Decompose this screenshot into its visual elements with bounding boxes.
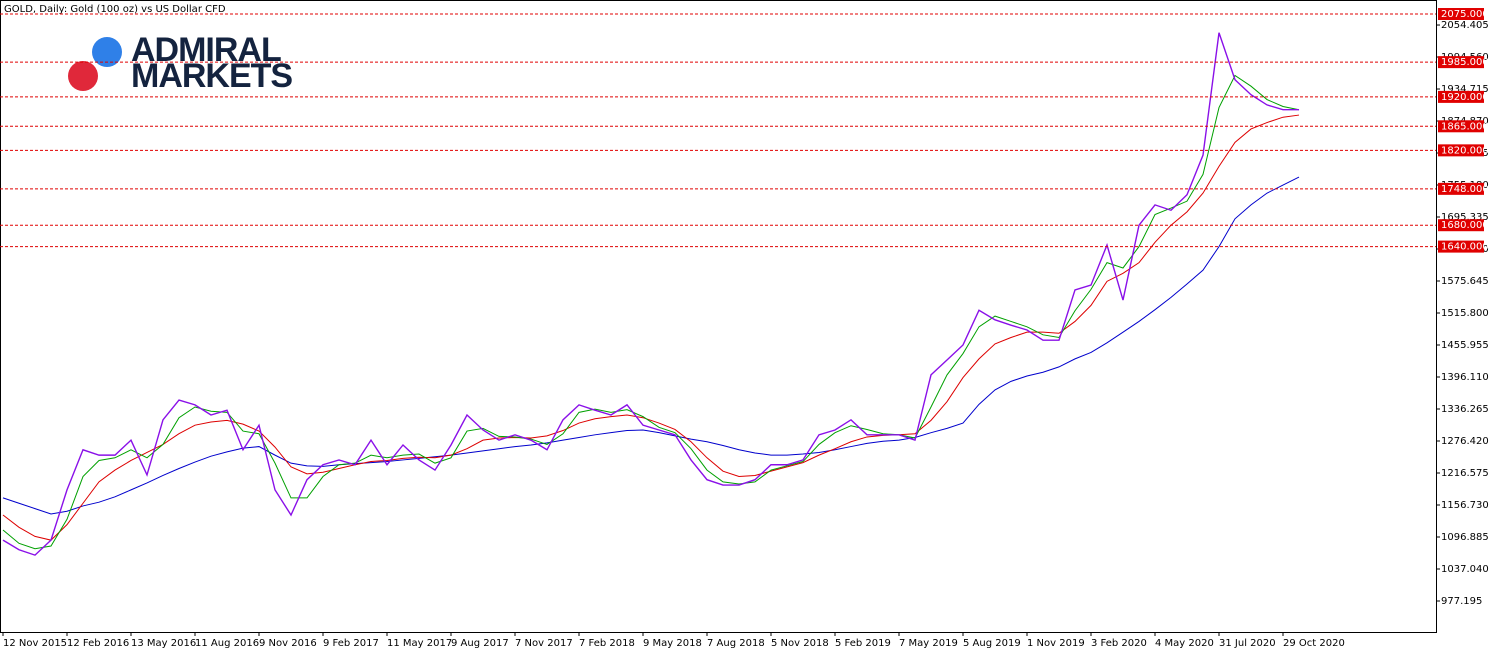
x-tick-label: 9 May 2018 (643, 638, 702, 649)
x-tick-label: 5 Feb 2019 (835, 638, 891, 649)
price-line (2, 176, 1300, 515)
x-tick-label: 4 May 2020 (1155, 638, 1214, 649)
y-tick-label: 1156.730 (1441, 500, 1489, 511)
level-label-box (1438, 90, 1484, 103)
x-tick-label: 29 Oct 2020 (1283, 638, 1345, 649)
x-tick-label: 9 Feb 2017 (323, 638, 379, 649)
level-label: 1748.000 (1441, 184, 1489, 195)
level-label-box (1438, 8, 1484, 21)
level-label-box (1438, 219, 1484, 232)
x-tick-label: 12 Nov 2015 (3, 638, 67, 649)
level-label: 1640.000 (1441, 242, 1489, 253)
price-line (2, 74, 1300, 550)
level-label-box (1438, 240, 1484, 253)
logo-text: ADMIRAL (131, 31, 281, 69)
y-tick-label: 1934.715 (1441, 84, 1489, 95)
y-tick-label: 1276.420 (1441, 436, 1489, 447)
level-label: 1820.000 (1441, 145, 1489, 156)
level-label: 1680.000 (1441, 220, 1489, 231)
x-tick-label: 31 Jul 2020 (1219, 638, 1276, 649)
price-line (2, 114, 1300, 541)
chart-title: GOLD, Daily: Gold (100 oz) vs US Dollar … (4, 4, 226, 15)
y-tick-label: 1695.335 (1441, 212, 1489, 223)
y-tick-label: 1216.575 (1441, 468, 1489, 479)
y-tick-label: 1515.800 (1441, 308, 1489, 319)
plot-frame (0, 0, 1437, 633)
y-tick-label: 1096.885 (1441, 532, 1489, 543)
x-tick-label: 7 May 2019 (899, 638, 958, 649)
level-label: 1920.000 (1441, 92, 1489, 103)
x-tick-label: 11 Aug 2016 (195, 638, 259, 649)
y-tick-label: 1336.265 (1441, 404, 1489, 415)
logo-dot-red (68, 61, 98, 91)
y-tick-label: 2054.405 (1441, 20, 1489, 31)
x-tick-label: 1 Nov 2019 (1027, 638, 1085, 649)
x-tick-label: 7 Nov 2017 (515, 638, 573, 649)
x-tick-label: 7 Feb 2018 (579, 638, 635, 649)
level-label-box (1438, 120, 1484, 133)
x-tick-label: 7 Aug 2018 (707, 638, 765, 649)
level-label-box (1438, 182, 1484, 195)
logo-dot-blue (92, 37, 122, 67)
x-tick-label: 9 Nov 2016 (259, 638, 317, 649)
y-tick-label: 1396.110 (1441, 372, 1489, 383)
level-label-box (1438, 144, 1484, 157)
level-label-box (1438, 56, 1484, 69)
x-tick-label: 12 Feb 2016 (67, 638, 129, 649)
logo-text: MARKETS (131, 57, 292, 95)
y-tick-label: 977.195 (1441, 596, 1482, 607)
x-tick-label: 5 Aug 2019 (963, 638, 1021, 649)
level-label: 2075.000 (1441, 9, 1489, 20)
level-label: 1985.000 (1441, 57, 1489, 68)
price-line (2, 32, 1299, 556)
y-tick-label: 1455.955 (1441, 340, 1489, 351)
x-tick-label: 5 Nov 2018 (771, 638, 829, 649)
x-tick-label: 9 Aug 2017 (451, 638, 509, 649)
x-tick-label: 13 May 2016 (131, 638, 196, 649)
x-tick-label: 3 Feb 2020 (1091, 638, 1147, 649)
level-label: 1865.000 (1441, 121, 1489, 132)
y-tick-label: 1037.040 (1441, 564, 1489, 575)
y-tick-label: 1575.645 (1441, 276, 1489, 287)
x-tick-label: 11 May 2017 (387, 638, 452, 649)
